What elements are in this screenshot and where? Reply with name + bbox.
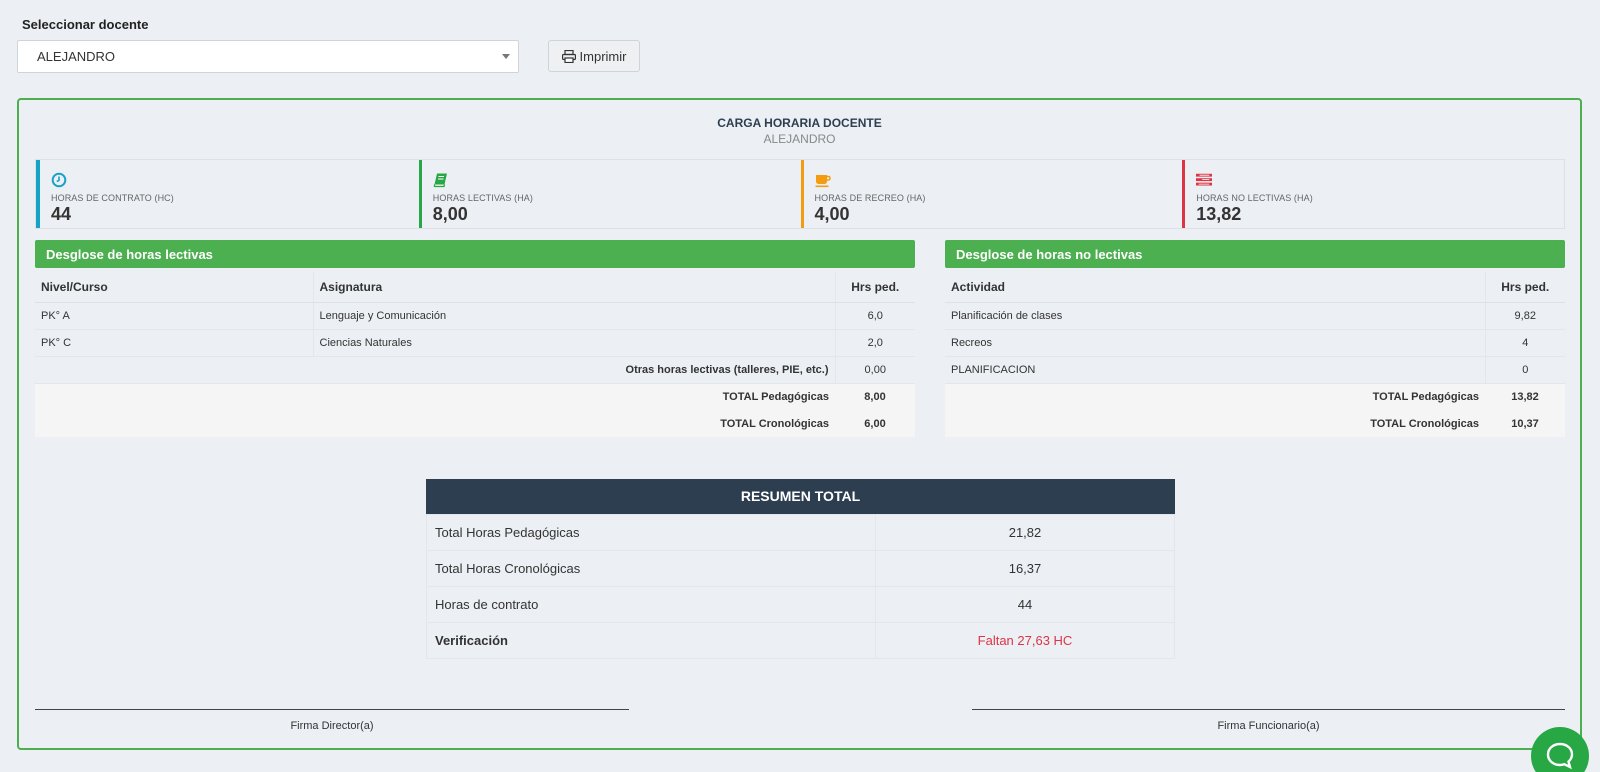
other-hours-row: Otras horas lectivas (talleres, PIE, etc… <box>35 356 915 384</box>
stat-value: 13,82 <box>1196 204 1242 224</box>
total-chronological-value: 6,00 <box>835 410 915 437</box>
other-hours-value: 0,00 <box>835 356 915 384</box>
staff-signature-line <box>972 709 1565 710</box>
book-icon <box>433 173 447 188</box>
total-chronological-value: 10,37 <box>1485 410 1565 437</box>
director-signature-line <box>35 709 629 710</box>
summary-row: Total Horas Cronológicas 16,37 <box>426 550 1175 587</box>
verification-value: Faltan 27,63 HC <box>875 622 1175 659</box>
cell-hrs: 2,0 <box>835 329 915 357</box>
cell-nivel: PK° A <box>35 302 314 330</box>
non-lective-breakdown-table: Actividad Hrs ped. Planificación de clas… <box>945 272 1565 437</box>
cell-asignatura: Ciencias Naturales <box>313 329 836 357</box>
stat-recess-hours: HORAS DE RECREO (HA) 4,00 <box>800 160 1183 228</box>
total-pedagogical-label: TOTAL Pedagógicas <box>35 383 835 410</box>
column-header-hrs: Hrs ped. <box>1485 272 1565 303</box>
stat-label: HORAS NO LECTIVAS (HA) <box>1196 193 1313 203</box>
other-hours-label: Otras horas lectivas (talleres, PIE, etc… <box>35 356 836 384</box>
cell-nivel: PK° C <box>35 329 314 357</box>
cell-actividad: Planificación de clases <box>945 302 1486 330</box>
summary-value: 44 <box>875 586 1175 623</box>
coffee-icon <box>815 175 831 188</box>
lective-breakdown-table: Nivel/Curso Asignatura Hrs ped. PK° A Le… <box>35 272 915 437</box>
report-panel: CARGA HORARIA DOCENTE ALEJANDRO HORAS DE… <box>17 98 1582 750</box>
summary-label: Horas de contrato <box>426 586 876 623</box>
cell-actividad: PLANIFICACION <box>945 356 1486 384</box>
printer-icon <box>561 49 576 63</box>
non-lective-breakdown-header: Desglose de horas no lectivas <box>945 240 1565 268</box>
stat-non-lective-hours: HORAS NO LECTIVAS (HA) 13,82 <box>1182 160 1564 228</box>
stat-label: HORAS DE RECREO (HA) <box>814 193 926 203</box>
total-chronological-row: TOTAL Cronológicas 6,00 <box>35 410 915 437</box>
table-row: Recreos 4 <box>945 329 1565 357</box>
summary-value: 21,82 <box>875 514 1175 551</box>
stat-label: HORAS DE CONTRATO (HC) <box>51 193 174 203</box>
table-header-row: Nivel/Curso Asignatura Hrs ped. <box>35 272 915 303</box>
stat-value: 4,00 <box>814 204 850 224</box>
cell-hrs: 4 <box>1485 329 1565 357</box>
total-pedagogical-label: TOTAL Pedagógicas <box>945 383 1485 410</box>
verification-label: Verificación <box>426 622 876 659</box>
lective-breakdown-header: Desglose de horas lectivas <box>35 240 915 268</box>
clock-icon <box>51 172 67 188</box>
summary-label: Total Horas Cronológicas <box>426 550 876 587</box>
cell-hrs: 9,82 <box>1485 302 1565 330</box>
stat-lective-hours: HORAS LECTIVAS (HA) 8,00 <box>418 160 801 228</box>
print-button[interactable]: Imprimir <box>548 40 640 72</box>
total-chronological-label: TOTAL Cronológicas <box>945 410 1485 437</box>
total-pedagogical-value: 8,00 <box>835 383 915 410</box>
chat-widget-button[interactable] <box>1531 727 1589 772</box>
chat-icon <box>1546 742 1574 770</box>
total-chronological-label: TOTAL Cronológicas <box>35 410 835 437</box>
column-header-asignatura: Asignatura <box>313 272 836 303</box>
teacher-select-value: ALEJANDRO <box>37 49 116 64</box>
stat-value: 44 <box>51 204 72 224</box>
stat-contract-hours: HORAS DE CONTRATO (HC) 44 <box>36 160 419 228</box>
print-button-label: Imprimir <box>579 48 627 64</box>
cell-hrs: 0 <box>1485 356 1565 384</box>
total-chronological-row: TOTAL Cronológicas 10,37 <box>945 410 1565 437</box>
cell-asignatura: Lenguaje y Comunicación <box>313 302 836 330</box>
summary-label: Total Horas Pedagógicas <box>426 514 876 551</box>
staff-signature-label: Firma Funcionario(a) <box>1217 720 1320 732</box>
director-signature-label: Firma Director(a) <box>290 720 374 732</box>
stat-label: HORAS LECTIVAS (HA) <box>432 193 533 203</box>
column-header-nivel: Nivel/Curso <box>35 272 314 303</box>
table-row: PK° A Lenguaje y Comunicación 6,0 <box>35 302 915 330</box>
table-row: Planificación de clases 9,82 <box>945 302 1565 330</box>
table-row: PLANIFICACION 0 <box>945 356 1565 384</box>
verification-row: Verificación Faltan 27,63 HC <box>426 622 1175 659</box>
summary-value: 16,37 <box>875 550 1175 587</box>
column-header-actividad: Actividad <box>945 272 1486 303</box>
summary-row: Total Horas Pedagógicas 21,82 <box>426 514 1175 551</box>
table-header-row: Actividad Hrs ped. <box>945 272 1565 303</box>
chevron-down-icon <box>502 54 510 59</box>
total-pedagogical-row: TOTAL Pedagógicas 8,00 <box>35 383 915 410</box>
summary-row: Horas de contrato 44 <box>426 586 1175 623</box>
stats-row: HORAS DE CONTRATO (HC) 44 HORAS LECTIVAS… <box>35 159 1565 229</box>
cell-hrs: 6,0 <box>835 302 915 330</box>
summary-title: RESUMEN TOTAL <box>426 479 1175 514</box>
teacher-select[interactable]: ALEJANDRO <box>17 40 519 73</box>
table-row: PK° C Ciencias Naturales 2,0 <box>35 329 915 357</box>
cell-actividad: Recreos <box>945 329 1486 357</box>
stat-value: 8,00 <box>432 204 468 224</box>
total-pedagogical-row: TOTAL Pedagógicas 13,82 <box>945 383 1565 410</box>
report-teacher-name: ALEJANDRO <box>763 132 836 146</box>
column-header-hrs: Hrs ped. <box>835 272 915 303</box>
teacher-select-label: Seleccionar docente <box>22 17 149 32</box>
summary-table: RESUMEN TOTAL Total Horas Pedagógicas 21… <box>426 479 1175 659</box>
report-title: CARGA HORARIA DOCENTE <box>717 116 882 130</box>
tasks-icon <box>1196 173 1213 186</box>
total-pedagogical-value: 13,82 <box>1485 383 1565 410</box>
